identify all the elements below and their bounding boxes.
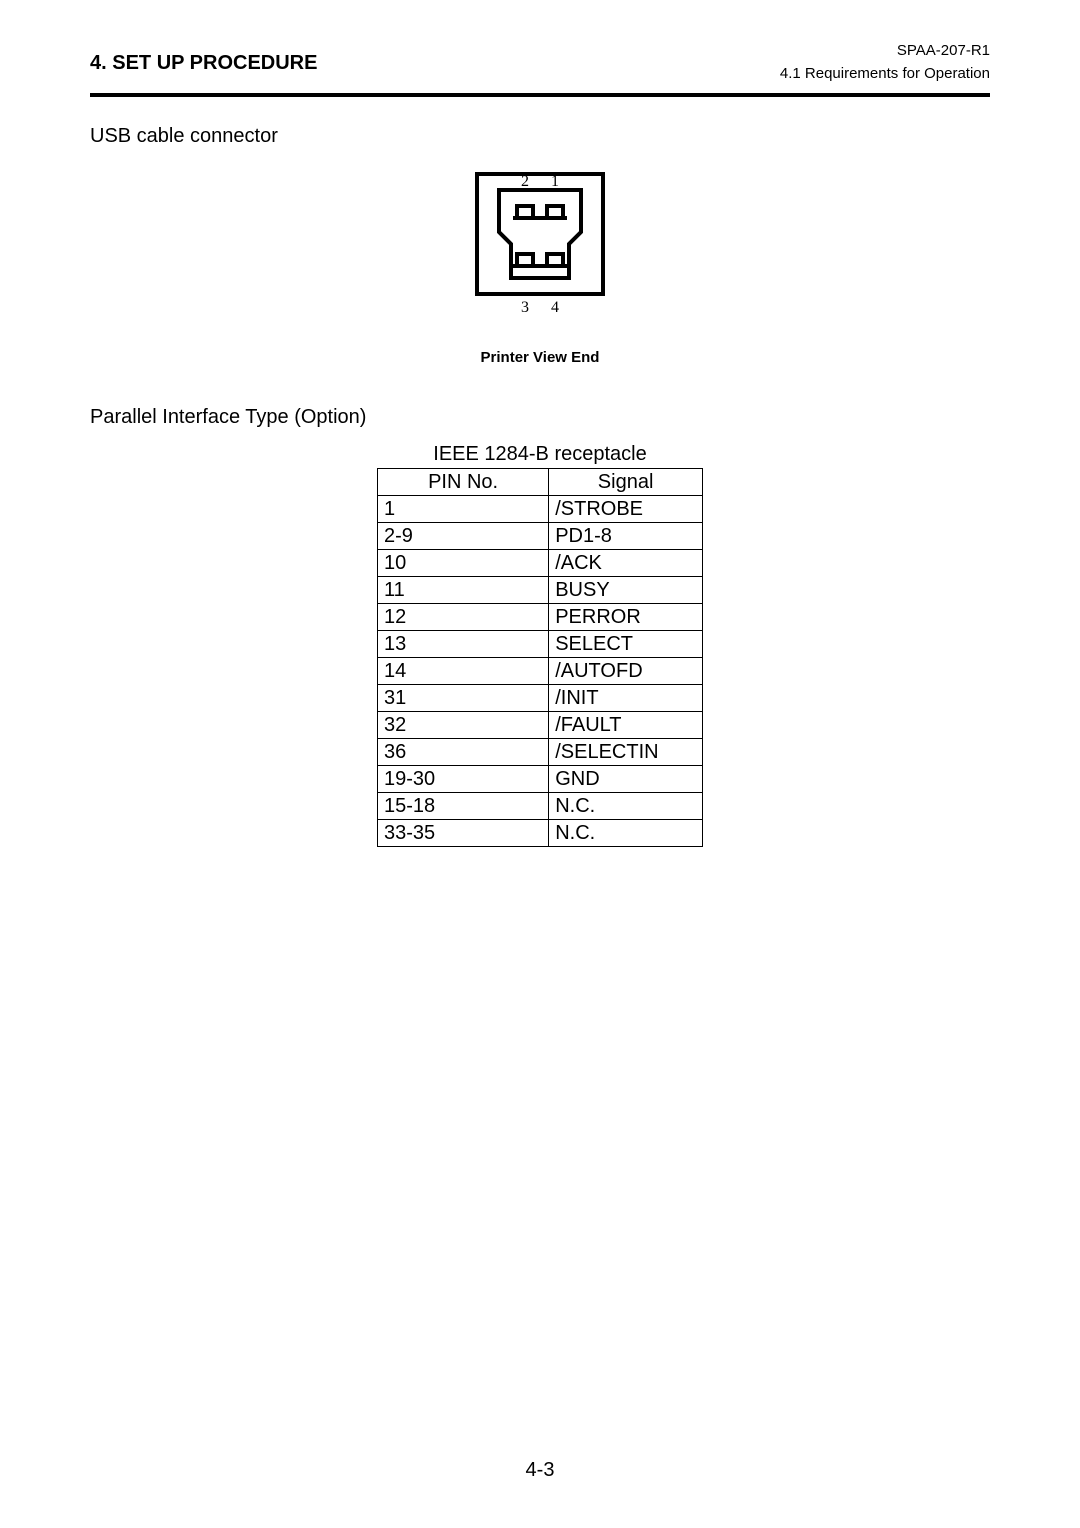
table-header-row: PIN No. Signal: [378, 469, 703, 496]
table-row: 15-18N.C.: [378, 793, 703, 820]
col-pin-no: PIN No.: [378, 469, 549, 496]
cell-signal: /INIT: [549, 685, 703, 712]
table-row: 2-9PD1-8: [378, 523, 703, 550]
table-row: 10/ACK: [378, 550, 703, 577]
usb-connector-icon: 2 1 3 4: [465, 162, 615, 322]
header-right: SPAA-207-R1 4.1 Requirements for Operati…: [780, 40, 990, 85]
pin-table: PIN No. Signal 1/STROBE2-9PD1-810/ACK11B…: [377, 468, 703, 847]
cell-pin-no: 2-9: [378, 523, 549, 550]
pin-label-3: 3: [521, 299, 529, 316]
table-row: 33-35N.C.: [378, 820, 703, 847]
table-title: IEEE 1284-B receptacle: [433, 443, 646, 466]
table-row: 1/STROBE: [378, 496, 703, 523]
parallel-interface-heading: Parallel Interface Type (Option): [90, 406, 990, 429]
table-row: 11BUSY: [378, 577, 703, 604]
cell-signal: /FAULT: [549, 712, 703, 739]
cell-signal: GND: [549, 766, 703, 793]
pin-table-wrap: IEEE 1284-B receptacle PIN No. Signal 1/…: [90, 443, 990, 847]
cell-signal: BUSY: [549, 577, 703, 604]
cell-pin-no: 15-18: [378, 793, 549, 820]
table-row: 31/INIT: [378, 685, 703, 712]
cell-signal: /STROBE: [549, 496, 703, 523]
subsection: 4.1 Requirements for Operation: [780, 63, 990, 86]
col-signal: Signal: [549, 469, 703, 496]
table-row: 19-30GND: [378, 766, 703, 793]
cell-pin-no: 12: [378, 604, 549, 631]
table-row: 13SELECT: [378, 631, 703, 658]
cell-signal: /AUTOFD: [549, 658, 703, 685]
cell-pin-no: 33-35: [378, 820, 549, 847]
cell-pin-no: 19-30: [378, 766, 549, 793]
cell-pin-no: 32: [378, 712, 549, 739]
cell-pin-no: 10: [378, 550, 549, 577]
cell-signal: N.C.: [549, 820, 703, 847]
table-row: 12PERROR: [378, 604, 703, 631]
pin-label-4: 4: [551, 299, 559, 316]
cell-signal: /SELECTIN: [549, 739, 703, 766]
page-number: 4-3: [0, 1459, 1080, 1482]
cell-pin-no: 36: [378, 739, 549, 766]
cell-pin-no: 11: [378, 577, 549, 604]
table-row: 36/SELECTIN: [378, 739, 703, 766]
page-header: 4. SET UP PROCEDURE SPAA-207-R1 4.1 Requ…: [90, 40, 990, 85]
cell-pin-no: 1: [378, 496, 549, 523]
doc-code: SPAA-207-R1: [780, 40, 990, 63]
usb-connector-diagram: 2 1 3 4 Printer View End: [90, 162, 990, 366]
connector-caption: Printer View End: [90, 349, 990, 366]
table-row: 14/AUTOFD: [378, 658, 703, 685]
cell-signal: N.C.: [549, 793, 703, 820]
section-title: 4. SET UP PROCEDURE: [90, 40, 317, 75]
cell-signal: /ACK: [549, 550, 703, 577]
cell-pin-no: 14: [378, 658, 549, 685]
cell-pin-no: 13: [378, 631, 549, 658]
usb-connector-heading: USB cable connector: [90, 125, 990, 148]
cell-pin-no: 31: [378, 685, 549, 712]
cell-signal: SELECT: [549, 631, 703, 658]
cell-signal: PD1-8: [549, 523, 703, 550]
pin-label-1: 1: [551, 173, 559, 190]
table-row: 32/FAULT: [378, 712, 703, 739]
cell-signal: PERROR: [549, 604, 703, 631]
pin-label-2: 2: [521, 173, 529, 190]
header-rule: [90, 93, 990, 97]
